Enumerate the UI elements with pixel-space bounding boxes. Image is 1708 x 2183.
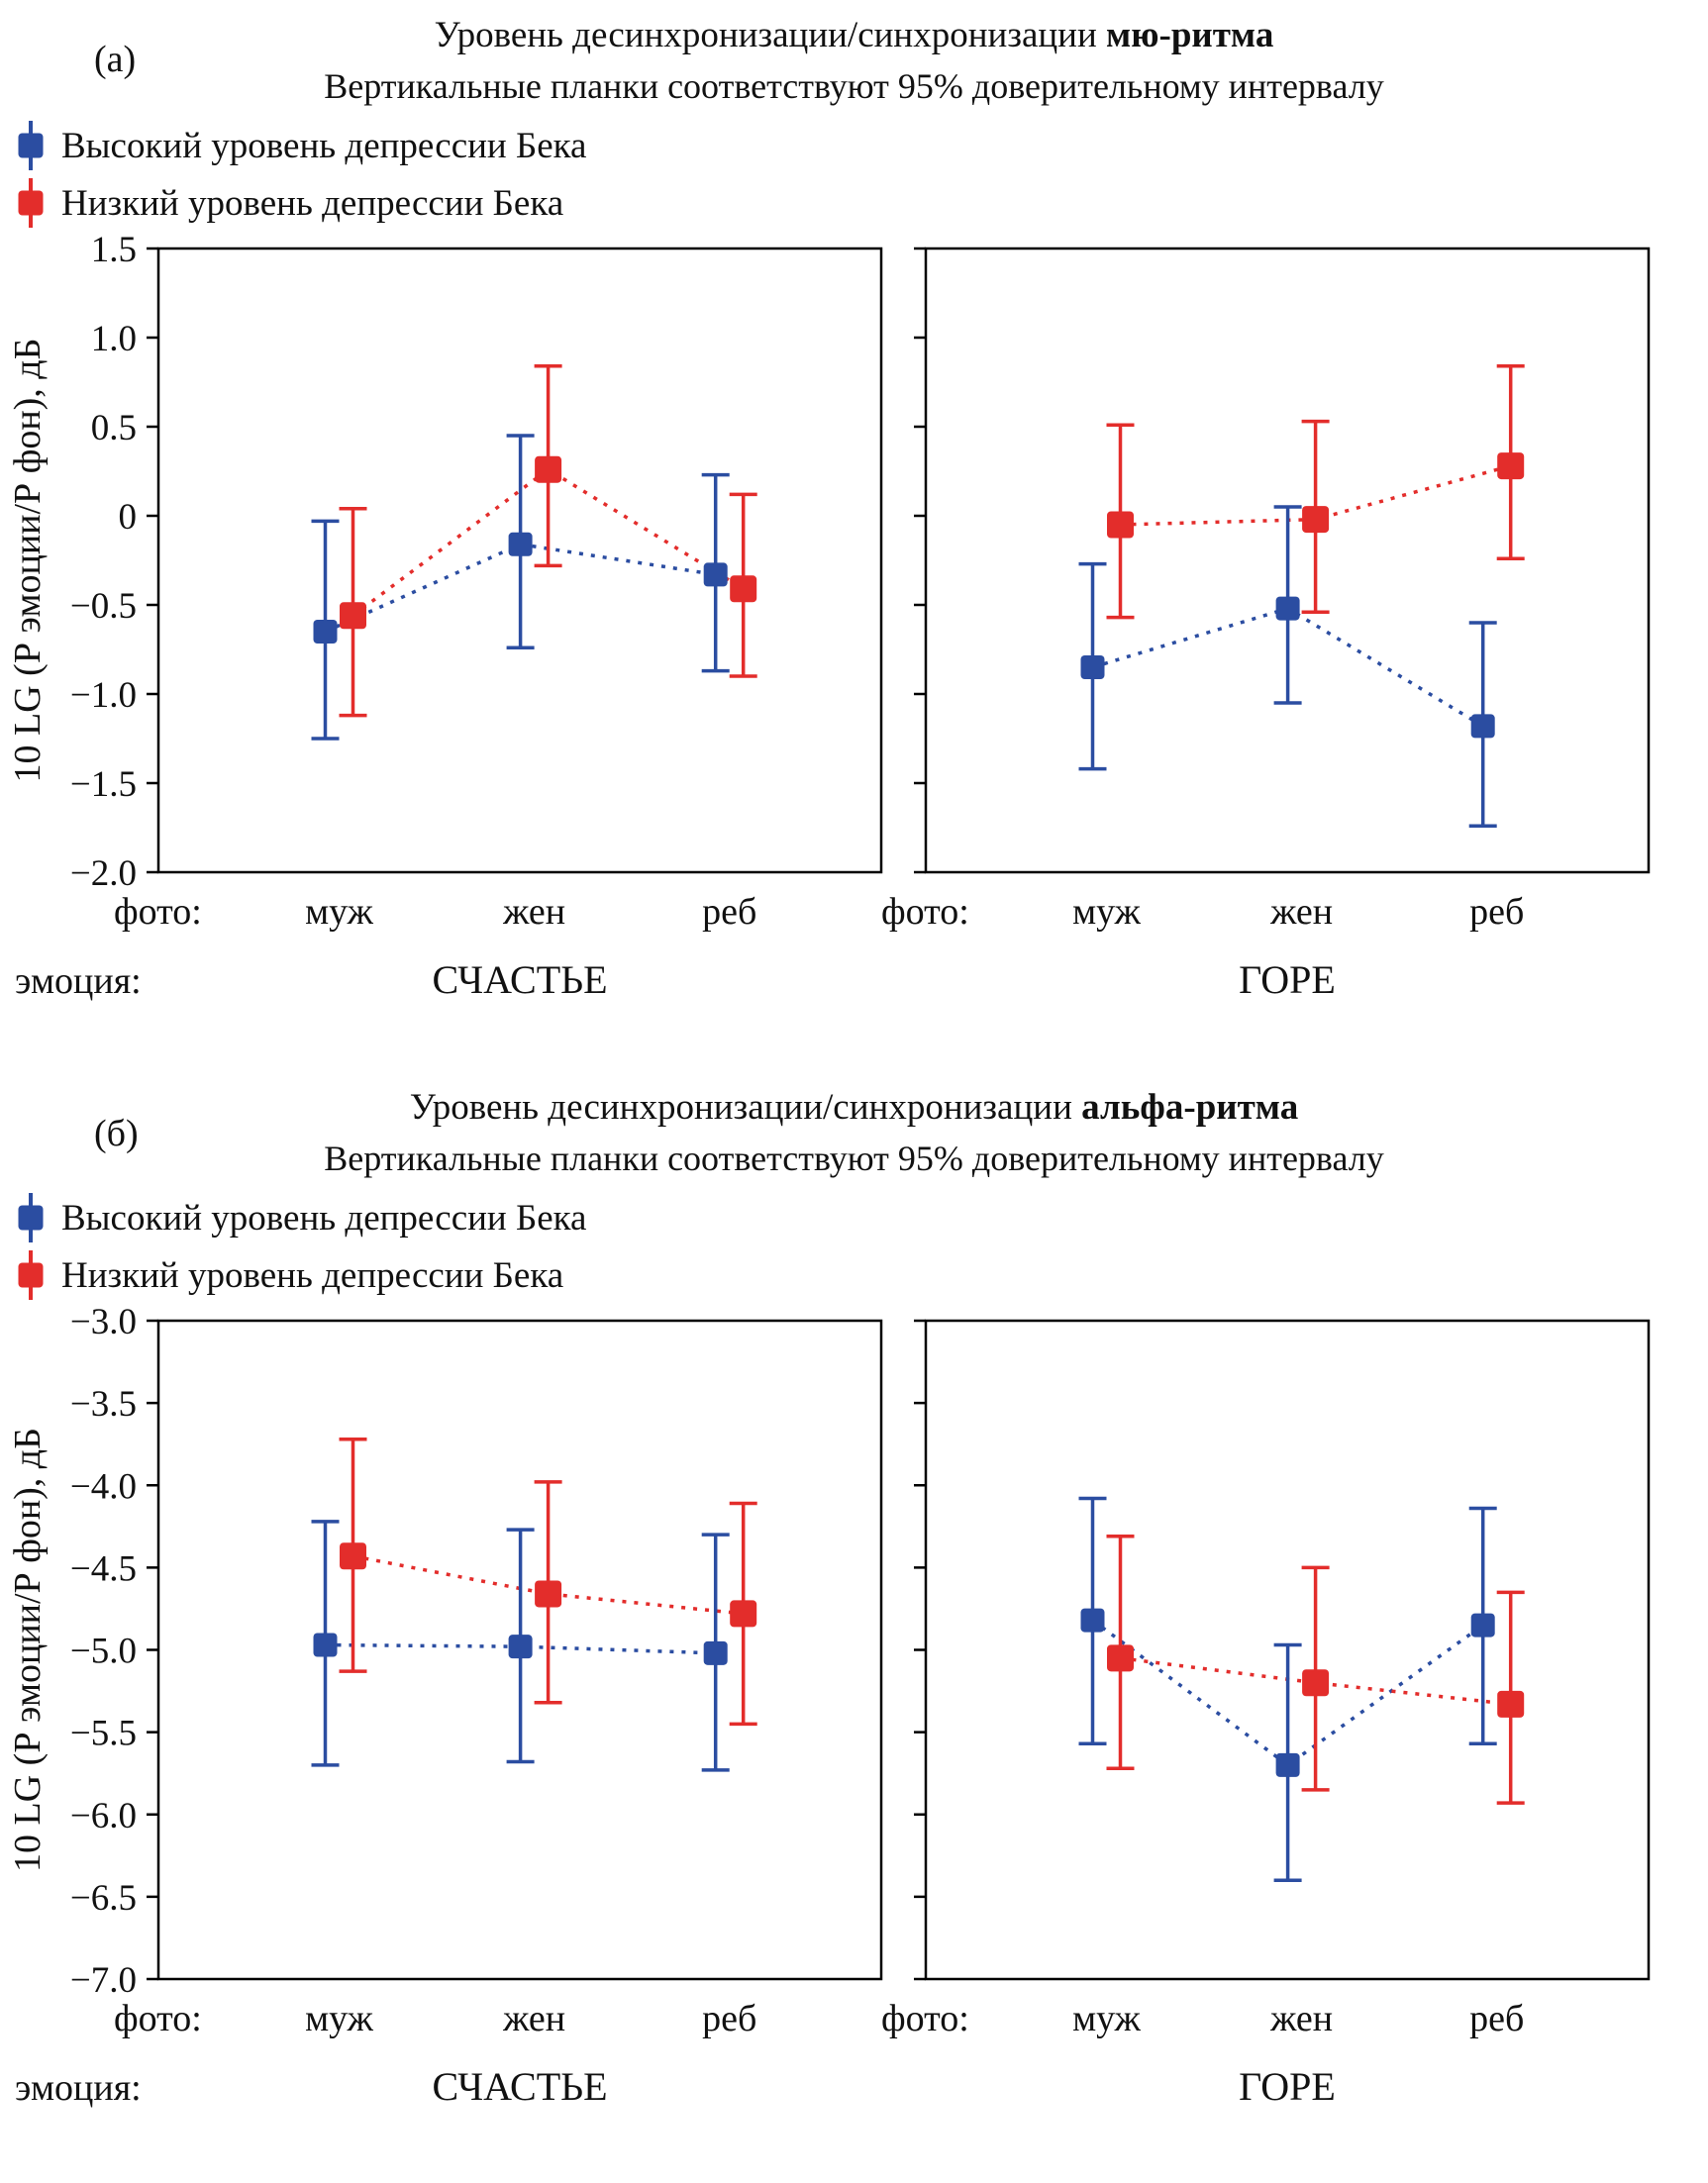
errorbar-square-marker-icon <box>18 178 44 228</box>
chart-canvas-mu-rhythm: 10 LG (Р эмоции/Р фон), дБ 1.5 1.0 0.5 0 −0.5… <box>7 234 1651 1002</box>
svg-text:эмоция:: эмоция: <box>15 960 142 1002</box>
panel-mu-rhythm: (а) Уровень десинхронизации/синхронизаци… <box>0 0 1708 1064</box>
svg-text:−0.5: −0.5 <box>70 586 137 627</box>
svg-text:−7.0: −7.0 <box>70 1960 137 2001</box>
panel-label-b: (б) <box>94 1113 139 1154</box>
chart-title-regular: Уровень десинхронизации/синхронизации <box>434 15 1097 55</box>
svg-text:−4.5: −4.5 <box>70 1548 137 1589</box>
svg-text:реб: реб <box>1469 1998 1524 2039</box>
svg-text:−4.0: −4.0 <box>70 1466 137 1507</box>
svg-text:фото:: фото: <box>114 891 202 933</box>
legend-label-low-beck: Низкий уровень депрессии Бека <box>61 1254 564 1296</box>
svg-text:0.5: 0.5 <box>91 408 137 448</box>
svg-text:жен: жен <box>1269 1998 1333 2039</box>
chart-title-a: Уровень десинхронизации/синхронизации мю… <box>0 10 1708 61</box>
svg-text:−5.5: −5.5 <box>70 1714 137 1754</box>
svg-text:−1.0: −1.0 <box>70 675 137 716</box>
svg-text:ГОРЕ: ГОРЕ <box>1239 2064 1336 2109</box>
svg-text:фото:: фото: <box>881 891 969 933</box>
svg-text:муж: муж <box>1072 1998 1142 2039</box>
errorbar-square-marker-icon <box>18 1193 44 1242</box>
legend-a: Высокий уровень депрессии Бека Низкий ур… <box>18 119 1708 230</box>
chart-subtitle-b: Вертикальные планки соответствуют 95% до… <box>324 1139 1384 1178</box>
svg-text:СЧАСТЬЕ: СЧАСТЬЕ <box>432 957 607 1002</box>
svg-text:−6.5: −6.5 <box>70 1878 137 1919</box>
panel-alpha-rhythm: (б) Уровень десинхронизации/синхронизаци… <box>0 1064 1708 2183</box>
svg-text:жен: жен <box>502 891 565 933</box>
svg-text:муж: муж <box>305 1998 374 2039</box>
errorbar-square-marker-icon <box>18 121 44 170</box>
svg-text:реб: реб <box>702 1998 756 2039</box>
svg-text:−5.0: −5.0 <box>70 1632 137 1672</box>
chart-subtitle-a: Вертикальные планки соответствуют 95% до… <box>324 66 1384 106</box>
svg-text:1.5: 1.5 <box>91 234 137 270</box>
svg-text:жен: жен <box>502 1998 565 2039</box>
svg-text:реб: реб <box>702 891 756 933</box>
legend-b: Высокий уровень депрессии Бека Низкий ур… <box>18 1191 1708 1302</box>
legend-item-low-beck: Низкий уровень депрессии Бека <box>18 1248 1708 1302</box>
panel-label-a: (а) <box>94 39 137 80</box>
chart-title-bold: мю-ритма <box>1106 15 1274 55</box>
svg-text:1.0: 1.0 <box>91 319 137 359</box>
legend-label-high-beck: Высокий уровень депрессии Бека <box>61 125 587 166</box>
legend-item-high-beck: Высокий уровень депрессии Бека <box>18 1191 1708 1244</box>
legend-label-high-beck: Высокий уровень депрессии Бека <box>61 1197 587 1239</box>
svg-text:10 LG (Р эмоции/Р фон), дБ: 10 LG (Р эмоции/Р фон), дБ <box>7 1428 49 1872</box>
svg-text:муж: муж <box>1072 891 1142 933</box>
svg-text:−3.0: −3.0 <box>70 1306 137 1342</box>
svg-text:жен: жен <box>1269 891 1333 933</box>
svg-text:0: 0 <box>119 497 138 538</box>
svg-text:фото:: фото: <box>114 1998 202 2039</box>
errorbar-square-marker-icon <box>18 1250 44 1300</box>
svg-text:СЧАСТЬЕ: СЧАСТЬЕ <box>432 2064 607 2109</box>
svg-text:реб: реб <box>1469 891 1524 933</box>
svg-text:−3.5: −3.5 <box>70 1384 137 1425</box>
chart-canvas-alpha-rhythm: 10 LG (Р эмоции/Р фон), дБ −3.0 −3.5 −4.0 −4… <box>7 1306 1651 2109</box>
legend-item-low-beck: Низкий уровень депрессии Бека <box>18 176 1708 230</box>
svg-text:фото:: фото: <box>881 1998 969 2039</box>
svg-text:10 LG (Р эмоции/Р фон), дБ: 10 LG (Р эмоции/Р фон), дБ <box>7 339 49 783</box>
chart-title-b: Уровень десинхронизации/синхронизации ал… <box>0 1082 1708 1134</box>
svg-text:−1.5: −1.5 <box>70 764 137 805</box>
chart-title-regular: Уровень десинхронизации/синхронизации <box>409 1087 1072 1128</box>
svg-text:эмоция:: эмоция: <box>15 2067 142 2109</box>
chart-title-bold: альфа-ритма <box>1081 1087 1299 1128</box>
legend-label-low-beck: Низкий уровень депрессии Бека <box>61 182 564 224</box>
svg-text:−2.0: −2.0 <box>70 853 137 894</box>
svg-text:−6.0: −6.0 <box>70 1796 137 1836</box>
svg-text:ГОРЕ: ГОРЕ <box>1239 957 1336 1002</box>
legend-item-high-beck: Высокий уровень депрессии Бека <box>18 119 1708 172</box>
svg-text:муж: муж <box>305 891 374 933</box>
